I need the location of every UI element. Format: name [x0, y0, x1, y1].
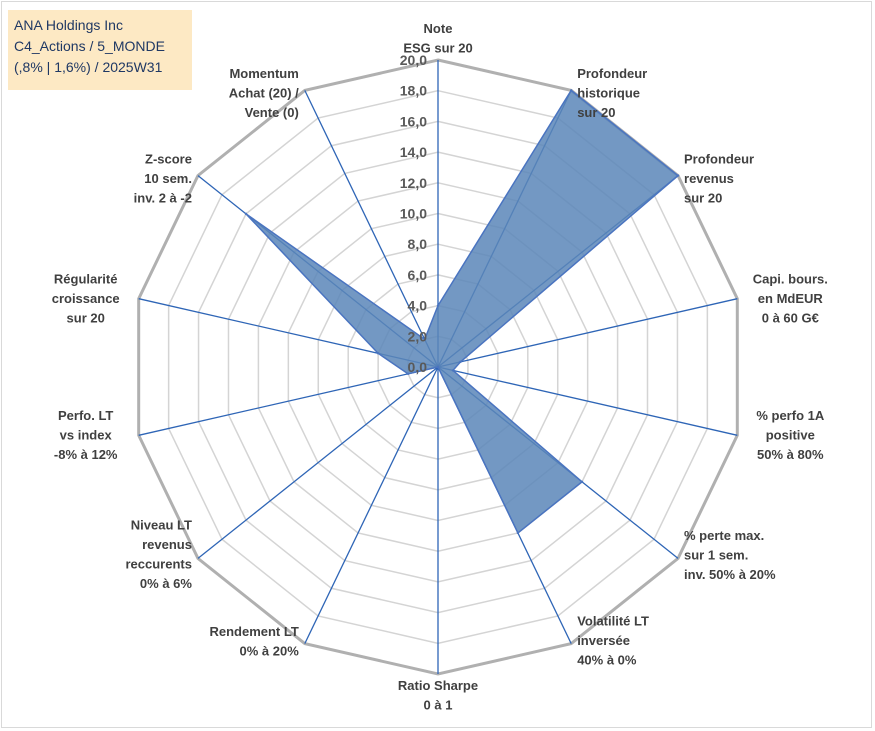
data-point: [423, 338, 426, 341]
title-line-3: (,8% | 1,6%) / 2025W31: [14, 59, 163, 75]
tick-label: 4,0: [408, 298, 428, 314]
radial-tick-labels: 0,0 2,0 4,0 6,0 8,0 10,0 12,0 14,0 16,0 18,0 20,0: [400, 52, 427, 375]
axis-label: Momentum Achat (20) / Vente (0): [229, 66, 299, 120]
data-point: [436, 365, 440, 369]
data-point: [406, 372, 410, 376]
data-point: [459, 360, 462, 364]
tick-label: 10,0: [400, 206, 427, 222]
title-line-1: ANA Holdings Inc: [14, 17, 123, 33]
tick-label: 18,0: [400, 83, 427, 99]
axis-label: % perfo 1A positive 50% à 80%: [756, 408, 825, 462]
spoke-line: [197, 366, 439, 559]
axis-label: Note ESG sur 20: [403, 21, 472, 56]
tick-label: 6,0: [408, 267, 428, 283]
radar-series: [244, 89, 680, 535]
series-area: [245, 89, 680, 535]
axis-label: Z-score 10 sem. inv. 2 à -2: [134, 151, 192, 205]
data-point: [516, 531, 520, 535]
data-point: [676, 174, 680, 177]
data-point: [244, 212, 248, 216]
tick-label: 2,0: [408, 328, 428, 344]
axis-label: Profondeur revenus sur 20: [684, 151, 754, 205]
chart-title-box: ANA Holdings Inc C4_Actions / 5_MONDE (,…: [8, 10, 192, 90]
axis-label: Régularité croissance sur 20: [52, 271, 120, 325]
axis-label: Volatilité LT inversée 40% à 0%: [577, 613, 649, 667]
spoke-line: [138, 366, 439, 436]
data-point: [570, 89, 573, 92]
axis-label: Niveau LT revenus reccurents 0% à 6%: [125, 518, 192, 592]
tick-label: 14,0: [400, 144, 427, 160]
axis-label: Rendement LT 0% à 20%: [209, 624, 299, 659]
data-point: [376, 352, 380, 355]
axis-label: Capi. bours. en MdEUR 0 à 60 G€: [753, 271, 828, 325]
axis-label: Ratio Sharpe 0 à 1: [398, 678, 478, 713]
title-line-2: C4_Actions / 5_MONDE: [14, 38, 165, 54]
data-point: [580, 480, 584, 484]
tick-label: 8,0: [408, 236, 428, 252]
tick-label: 0,0: [408, 359, 428, 375]
axis-label: Profondeur historique sur 20: [577, 66, 647, 120]
data-point: [451, 369, 455, 372]
tick-label: 12,0: [400, 175, 427, 191]
spoke-line: [304, 90, 439, 368]
spoke-line: [437, 298, 738, 368]
axis-label: Perfo. LT vs index -8% à 12%: [54, 408, 118, 462]
axis-label: % perte max. sur 1 sem. inv. 50% à 20%: [684, 528, 776, 582]
tick-label: 16,0: [400, 113, 427, 129]
axis-labels: Note ESG sur 20 Profondeur historique sur 20…: [52, 21, 828, 713]
data-point: [436, 304, 440, 307]
spoke-line: [304, 366, 439, 644]
tick-label: 20,0: [400, 52, 427, 68]
spoke-line: [437, 366, 738, 436]
